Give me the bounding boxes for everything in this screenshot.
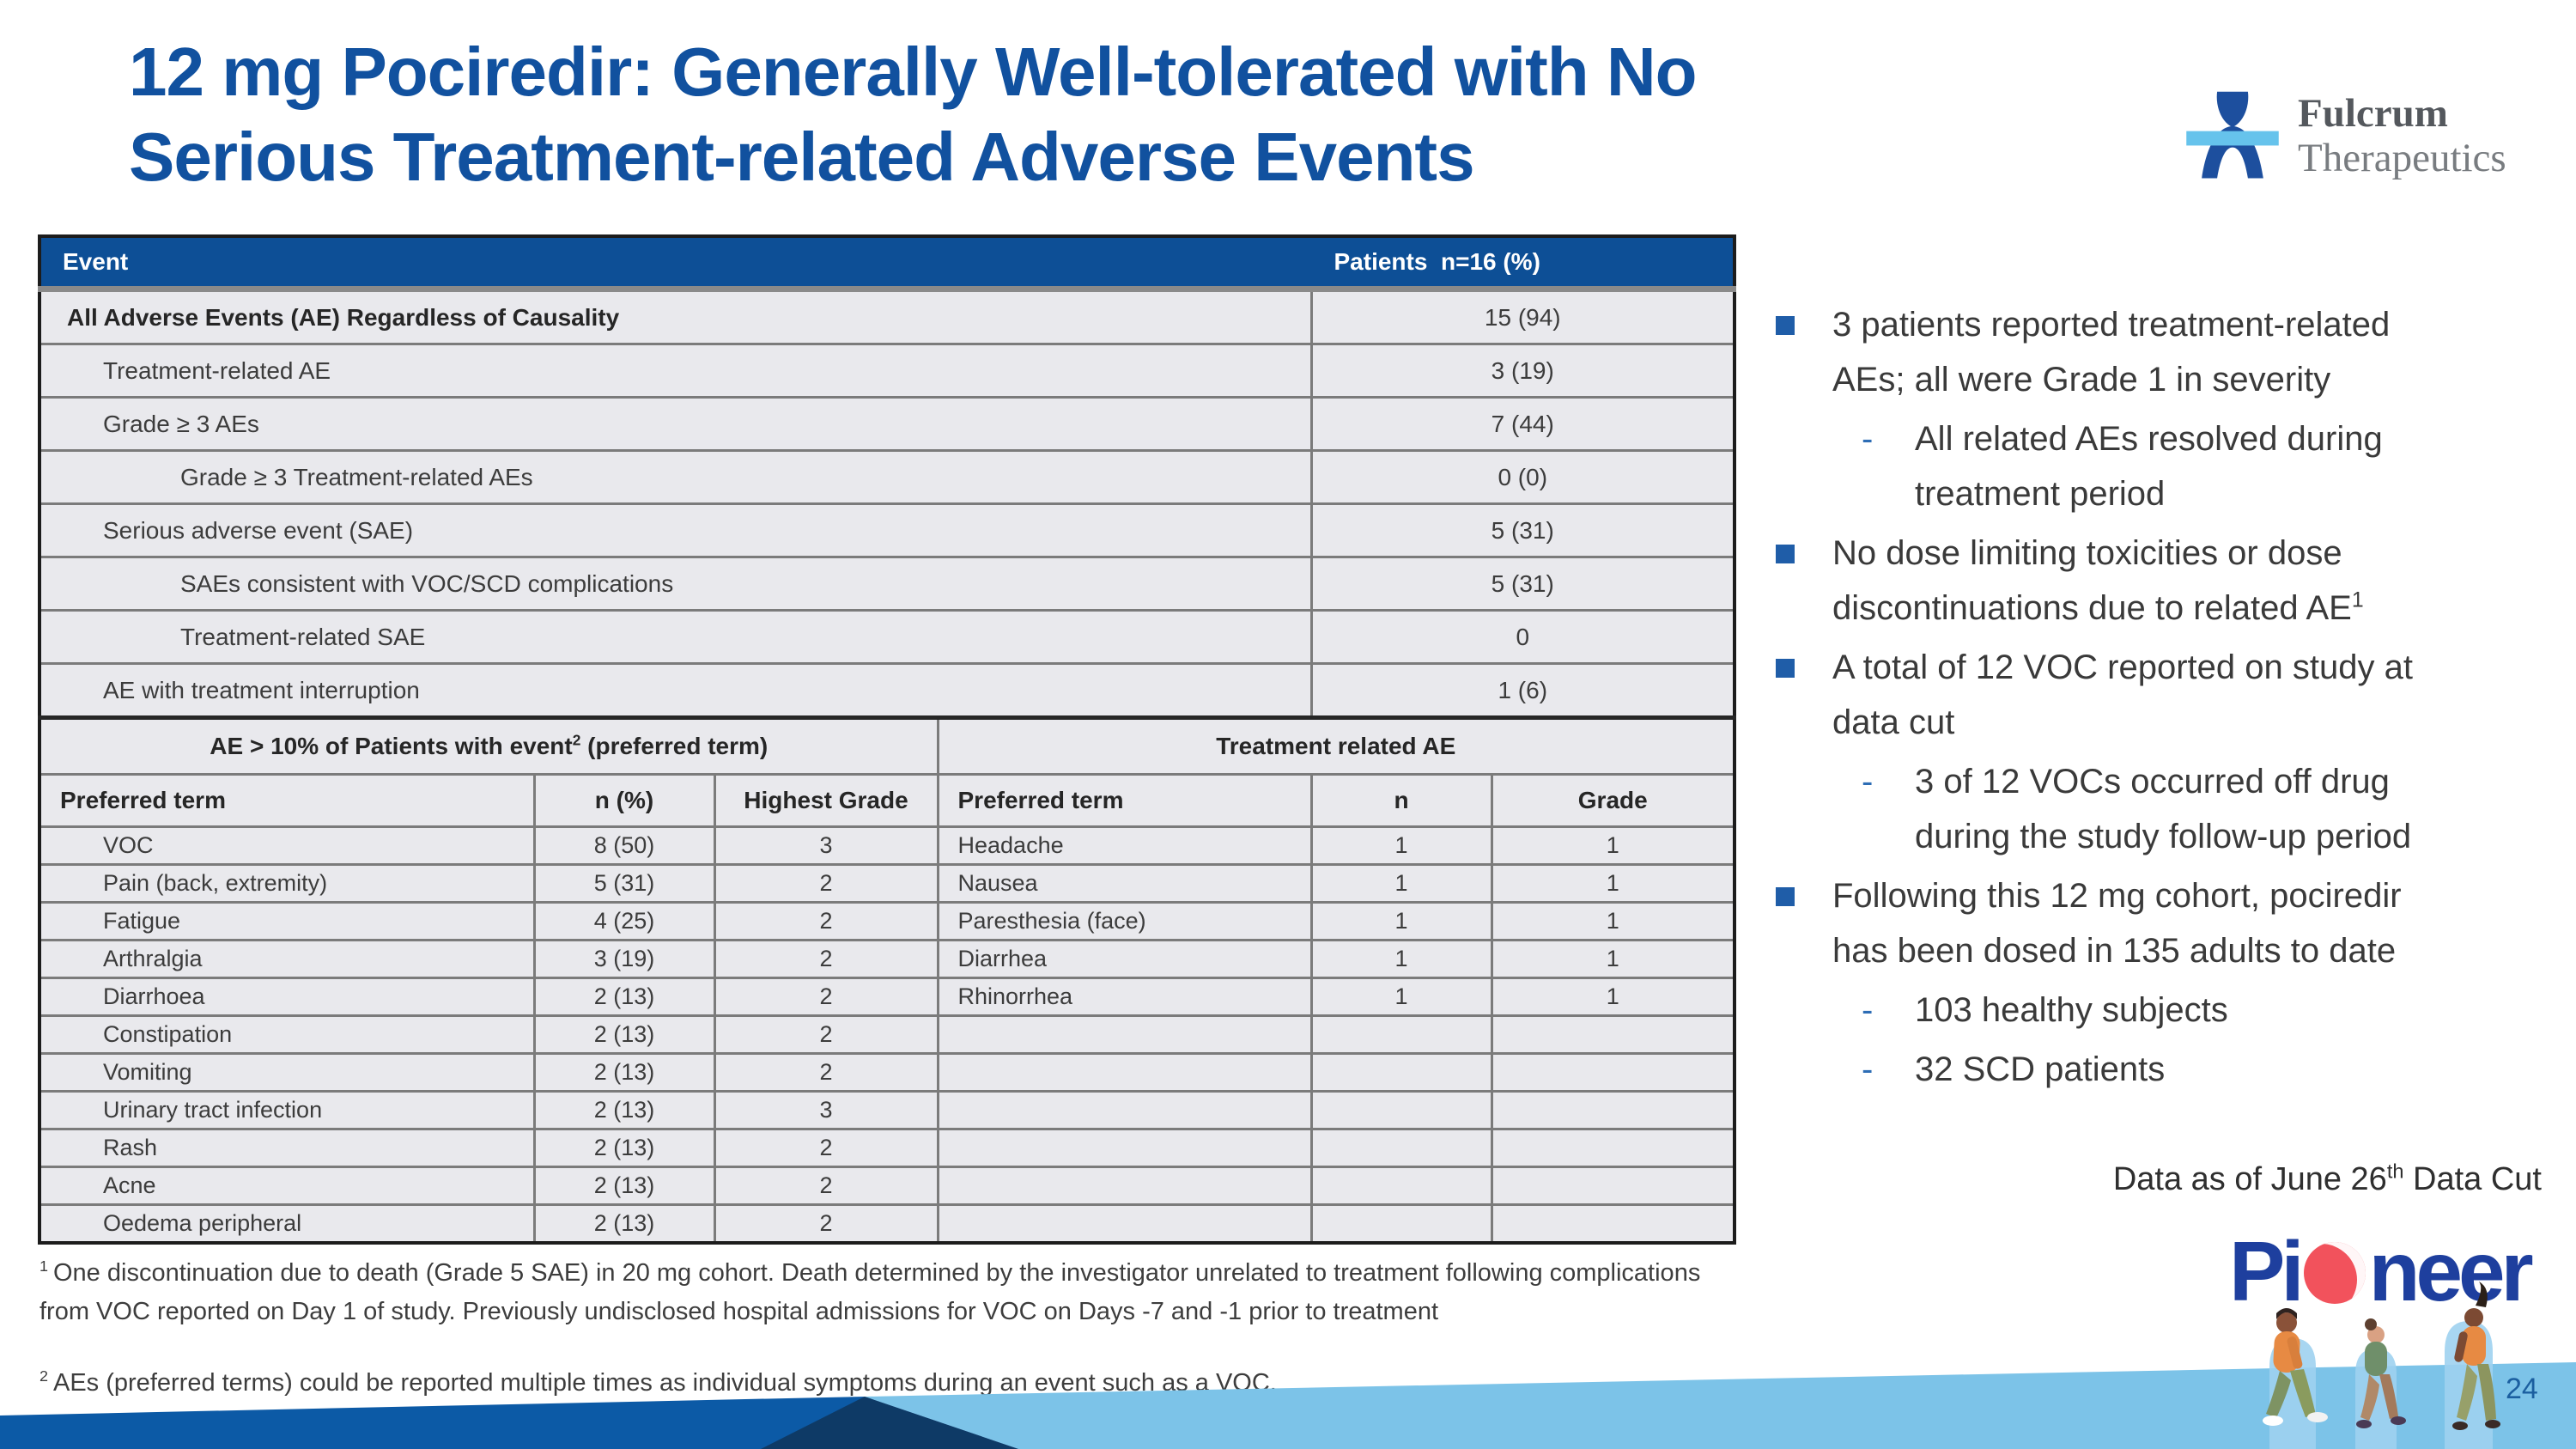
table-row: All Adverse Events (AE) Regardless of Ca…: [38, 288, 1736, 345]
right-section-title: Treatment related AE: [936, 715, 1736, 776]
dash-icon: -: [1862, 991, 1874, 1029]
page-title: 12 mg Pociredir: Generally Well-tolerate…: [129, 33, 1698, 195]
table-row: Grade ≥ 3 AEs 7 (44): [38, 396, 1736, 452]
bullet-square-icon: [1776, 887, 1795, 906]
table-row: Grade ≥ 3 Treatment-related AEs 0 (0): [38, 449, 1736, 505]
data-cut-note: Data as of June 26th Data Cut: [2112, 1160, 2542, 1197]
table-row: Rash 2 (13) 2: [38, 1128, 1736, 1168]
table-row: AE with treatment interruption 1 (6): [38, 662, 1736, 719]
table-row: Diarrhoea 2 (13) 2 Rhinorrhea 1 1: [38, 977, 1736, 1017]
table-row: Oedema peripheral 2 (13) 2: [38, 1203, 1736, 1245]
table-row: Treatment-related SAE 0: [38, 609, 1736, 665]
pioneer-logo: Pi neer: [2229, 1224, 2534, 1318]
table-row: Acne 2 (13) 2: [38, 1166, 1736, 1206]
table-row: Fatigue 4 (25) 2 Paresthesia (face) 1 1: [38, 901, 1736, 941]
fulcrum-logo-icon: [2186, 91, 2279, 179]
dash-icon: -: [1862, 1050, 1874, 1088]
table-row: Arthralgia 3 (19) 2 Diarrhea 1 1: [38, 939, 1736, 979]
bullet-list: 3 patients reported treatment-related AE…: [1769, 297, 2576, 1101]
sub-bullet-item: - 32 SCD patients: [1862, 1042, 2576, 1097]
bullet-square-icon: [1776, 545, 1795, 563]
fulcrum-subname: Therapeutics: [2298, 136, 2506, 180]
table-row: Treatment-related AE 3 (19): [38, 343, 1736, 399]
bullet-item: A total of 12 VOC reported on study at d…: [1769, 640, 2576, 750]
dash-icon: -: [1862, 763, 1874, 801]
sub-bullet-item: - 103 healthy subjects: [1862, 983, 2576, 1038]
person-right: [2452, 1282, 2500, 1430]
pioneer-people-illustration: [2263, 1282, 2500, 1449]
table-row: VOC 8 (50) 3 Headache 1 1: [38, 825, 1736, 866]
table-section-header-row: AE > 10% of Patients with event2 (prefer…: [38, 715, 1736, 776]
bullet-item: No dose limiting toxicities or dose disc…: [1769, 526, 2576, 636]
sub-bullet-item: - 3 of 12 VOCs occurred off drug during …: [1862, 754, 2576, 864]
fulcrum-name: Fulcrum: [2298, 91, 2448, 136]
person-left: [2263, 1308, 2328, 1426]
bullet-square-icon: [1776, 316, 1795, 335]
bullet-item: Following this 12 mg cohort, pociredir h…: [1769, 868, 2576, 978]
sub-bullet-item: - All related AEs resolved during treatm…: [1862, 411, 2576, 521]
adverse-events-table: Event Patients n=16 (%) All Adverse Even…: [38, 234, 1736, 1245]
table-row: Serious adverse event (SAE) 5 (31): [38, 502, 1736, 558]
pioneer-o-icon: [2303, 1242, 2366, 1304]
patients-header-cell: Patients n=16 (%): [1309, 234, 1736, 292]
bullet-item: 3 patients reported treatment-related AE…: [1769, 297, 2576, 407]
table-row: Constipation 2 (13) 2: [38, 1014, 1736, 1055]
table-row: Vomiting 2 (13) 2: [38, 1052, 1736, 1093]
fulcrum-logo: Fulcrum Therapeutics: [2184, 86, 2506, 182]
footer-ribbon: [0, 1362, 2576, 1449]
table-row: SAEs consistent with VOC/SCD complicatio…: [38, 556, 1736, 612]
table-column-header-row: Preferred term n (%) Highest Grade Prefe…: [38, 773, 1736, 828]
left-section-title: AE > 10% of Patients with event2 (prefer…: [38, 715, 939, 776]
table-row: Urinary tract infection 2 (13) 3: [38, 1090, 1736, 1130]
table-header-row: Event Patients n=16 (%): [38, 234, 1736, 292]
dash-icon: -: [1862, 420, 1874, 458]
bullet-square-icon: [1776, 659, 1795, 678]
event-header-cell: Event: [38, 234, 1313, 292]
person-middle: [2356, 1318, 2406, 1428]
page-number: 24: [2506, 1373, 2538, 1405]
table-row: Pain (back, extremity) 5 (31) 2 Nausea 1…: [38, 863, 1736, 904]
fulcrum-wordmark: Fulcrum Therapeutics: [2298, 91, 2506, 180]
footnote-1: 1 One discontinuation due to death (Grade…: [39, 1257, 1701, 1325]
